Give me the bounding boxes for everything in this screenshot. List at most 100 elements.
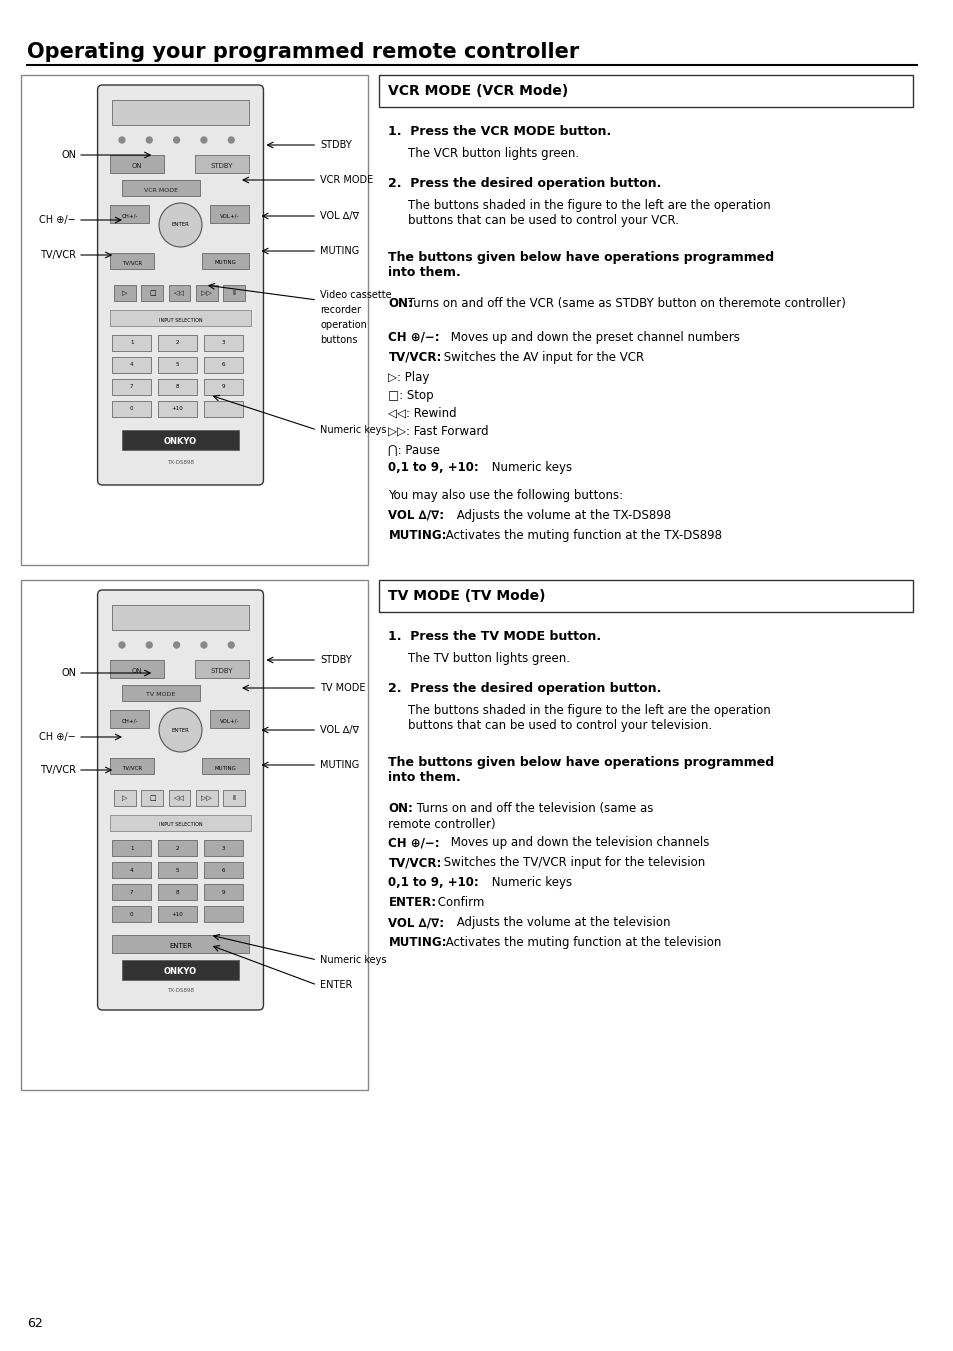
Text: STDBY: STDBY [210,163,233,169]
Text: 2.  Press the desired operation button.: 2. Press the desired operation button. [388,177,661,190]
Text: ON: ON [61,150,76,159]
Text: ◁◁: ◁◁ [174,794,185,801]
Text: ON: ON [61,667,76,678]
Bar [111,155,164,173]
Text: Activates the muting function at the TX-DS898: Activates the muting function at the TX-… [441,530,721,542]
Text: MUTING: MUTING [320,761,359,770]
Text: ▷: Play: ▷: Play [388,372,429,384]
Bar [112,380,152,394]
Text: 1: 1 [130,846,133,851]
Bar [169,790,190,807]
Text: TX-DS898: TX-DS898 [167,459,193,465]
Text: VCR MODE: VCR MODE [320,176,373,185]
Text: VOL+/-: VOL+/- [219,719,239,724]
Bar [112,100,249,126]
Text: 0: 0 [130,407,133,412]
Text: The buttons shaded in the figure to the left are the operation
buttons that can : The buttons shaded in the figure to the … [408,704,770,732]
Text: ONKYO: ONKYO [164,967,197,977]
Text: Confirm: Confirm [434,896,484,909]
Text: TV/VCR: TV/VCR [122,766,142,770]
Bar [204,840,243,857]
Text: □: □ [149,290,155,296]
Text: Adjusts the volume at the television: Adjusts the volume at the television [453,916,670,929]
Bar [111,661,164,678]
Circle shape [146,642,152,648]
Text: 7: 7 [130,889,133,894]
Text: 8: 8 [175,385,179,389]
Text: 0,1 to 9, +10:: 0,1 to 9, +10: [388,461,478,474]
Bar [112,862,152,878]
Circle shape [159,203,202,247]
Text: ON:: ON: [388,802,413,815]
Circle shape [228,642,233,648]
Text: Video cassette: Video cassette [320,290,392,300]
Bar [204,884,243,900]
Bar [196,790,217,807]
Bar [141,285,163,301]
Circle shape [201,642,207,648]
Text: INPUT SELECTION: INPUT SELECTION [158,317,202,323]
Text: MUTING:: MUTING: [388,530,446,542]
Text: 3: 3 [221,340,225,346]
Bar [111,205,149,223]
Text: MUTING: MUTING [214,261,236,266]
Text: II: II [232,794,236,801]
Bar [112,605,249,630]
Text: STDBY: STDBY [210,667,233,674]
Bar [22,76,368,565]
Circle shape [228,136,233,143]
Bar [158,335,197,351]
Bar [195,661,249,678]
Text: The buttons given below have operations programmed
into them.: The buttons given below have operations … [388,251,774,280]
Text: Switches the AV input for the VCR: Switches the AV input for the VCR [439,351,643,363]
Bar [114,790,135,807]
Text: VOL ∆/∇: VOL ∆/∇ [320,725,358,735]
Bar [112,935,249,952]
Bar [210,205,249,223]
Text: Turns on and off the VCR (same as STDBY button on theremote controller): Turns on and off the VCR (same as STDBY … [403,297,844,309]
Text: 0: 0 [130,912,133,916]
Bar [202,253,249,269]
FancyBboxPatch shape [97,85,263,485]
Bar [111,758,154,774]
Bar [112,840,152,857]
Text: 2: 2 [175,846,179,851]
Bar [112,401,152,417]
Text: TV/VCR:: TV/VCR: [388,857,441,869]
Bar [112,357,152,373]
Bar [112,907,152,921]
Text: operation: operation [320,320,367,330]
Text: +10: +10 [172,407,183,412]
Text: 2: 2 [175,340,179,346]
Bar [158,401,197,417]
Text: ◁◁: Rewind: ◁◁: Rewind [388,407,456,420]
Text: Moves up and down the preset channel numbers: Moves up and down the preset channel num… [446,331,739,345]
Circle shape [119,642,125,648]
Text: 5: 5 [175,362,179,367]
Text: 1.  Press the VCR MODE button.: 1. Press the VCR MODE button. [388,126,611,138]
Text: VOL+/-: VOL+/- [219,213,239,219]
Text: 9: 9 [221,889,225,894]
Text: Operating your programmed remote controller: Operating your programmed remote control… [28,42,579,62]
Bar [22,580,368,1090]
Bar [112,884,152,900]
Bar [122,430,239,450]
Text: II: II [232,290,236,296]
Bar [122,180,200,196]
Text: TV/VCR: TV/VCR [122,261,142,266]
Text: 1.  Press the TV MODE button.: 1. Press the TV MODE button. [388,630,601,643]
Text: ENTER:: ENTER: [388,896,436,909]
Text: ▷▷: Fast Forward: ▷▷: Fast Forward [388,426,489,438]
Bar [204,357,243,373]
Text: ⋂: Pause: ⋂: Pause [388,443,440,457]
Text: VCR MODE: VCR MODE [144,188,178,192]
Text: You may also use the following buttons:: You may also use the following buttons: [388,489,623,503]
Bar [202,758,249,774]
Text: The buttons given below have operations programmed
into them.: The buttons given below have operations … [388,757,774,784]
Text: TV/VCR: TV/VCR [40,250,76,259]
Bar [122,961,239,979]
Bar [111,309,251,326]
Bar [204,862,243,878]
Text: Numeric keys: Numeric keys [487,461,572,474]
Text: VOL ∆/∇: VOL ∆/∇ [320,211,358,222]
